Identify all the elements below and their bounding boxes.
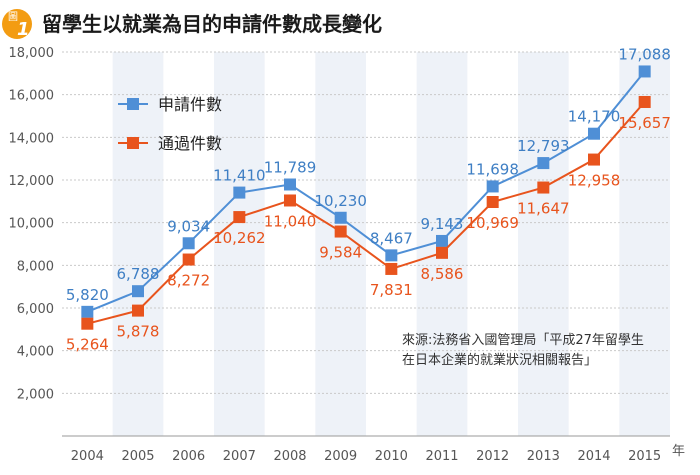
y-tick-label: 10,000 [9,217,55,232]
column-stripe [112,52,164,436]
data-label-approved: 15,657 [618,114,671,132]
column-stripe [214,52,265,436]
x-tick-label: 2005 [121,449,154,464]
y-tick-label: 12,000 [9,174,55,189]
figure-badge [2,9,32,39]
data-label-approved: 11,040 [264,212,317,230]
x-tick-label: 2013 [527,449,560,464]
data-label-applications: 14,170 [568,108,621,126]
series-line-applications [86,70,646,313]
data-label-approved: 11,647 [517,200,570,218]
source-line-1: 來源:法務省入國管理局「平成27年留學生 [402,333,644,348]
x-tick-label: 2004 [71,449,104,464]
gridlines [62,51,670,394]
x-tick-label: 2015 [628,449,661,464]
marker-applications [588,127,600,140]
series-lines [81,65,651,330]
y-tick-label: 14,000 [9,131,55,146]
marker-approved [233,211,246,224]
marker-approved [638,95,651,108]
data-label-approved: 10,262 [213,229,266,247]
x-tick-label: 2014 [577,449,610,464]
data-label-applications: 12,793 [517,137,570,155]
y-tick-label: 8,000 [17,259,54,274]
data-label-approved: 8,272 [167,272,210,290]
data-label-applications: 8,467 [370,229,413,247]
data-label-approved: 10,969 [466,214,519,232]
x-tick-label: 2007 [223,449,256,464]
data-label-applications: 5,820 [66,286,109,304]
marker-approved [284,194,296,207]
marker-applications [284,178,296,191]
x-axis-unit: 年 [672,444,685,459]
x-tick-label: 2008 [273,449,306,464]
marker-approved [334,225,347,238]
y-tick-label: 6,000 [17,302,54,317]
x-tick-label: 2006 [172,449,205,464]
marker-applications [537,157,550,170]
data-label-applications: 11,698 [466,160,519,178]
legend-marker-applications [127,98,139,110]
data-label-applications: 11,789 [264,159,317,177]
x-tick-label: 2012 [476,449,509,464]
source-line-2: 在日本企業的就業狀況相關報告」 [402,352,597,368]
data-label-applications: 9,034 [167,217,210,235]
marker-applications [233,186,246,199]
marker-approved [588,153,600,166]
figure-badge-char: 圖 [8,11,18,23]
data-label-applications: 10,230 [314,192,367,210]
marker-applications [132,285,144,298]
marker-applications [385,249,398,262]
data-label-approved: 5,264 [66,336,109,354]
marker-applications [436,234,448,247]
marker-applications [486,180,499,193]
marker-approved [537,181,550,194]
data-label-approved: 9,584 [319,244,362,262]
marker-approved [436,246,448,259]
marker-approved [486,195,499,208]
data-label-applications: 6,788 [117,265,160,283]
source-note: 來源:法務省入國管理局「平成27年留學生 在日本企業的就業狀況相關報告」 [402,333,644,368]
y-tick-label: 2,000 [17,387,54,402]
y-tick-label: 16,000 [9,89,55,104]
data-label-approved: 7,831 [370,281,413,299]
marker-applications [638,65,651,78]
column-stripe [619,52,670,436]
marker-applications [81,305,94,318]
legend-label-approved: 通過件數 [158,134,222,153]
x-axis-ticks: 2004 2005 2006 2007 2008 2009 2010 2011 2012 2013… [71,449,661,464]
marker-approved [81,317,94,330]
data-label-approved: 12,958 [568,172,621,190]
data-label-applications: 11,410 [213,167,266,185]
legend-label-applications: 申請件數 [158,95,222,114]
figure-badge-number: 1 [17,19,30,40]
marker-approved [182,253,195,266]
marker-approved [385,262,398,275]
column-stripe [518,52,569,436]
x-tick-label: 2010 [375,449,408,464]
data-label-approved: 5,878 [117,323,160,341]
marker-approved [132,304,144,317]
x-tick-label: 2009 [324,449,357,464]
data-label-applications: 9,143 [421,215,464,233]
y-axis-ticks: 2,000 4,000 6,000 8,000 10,000 12,000 14,000 16… [9,46,55,402]
legend: 申請件數 通過件數 [118,95,222,153]
series-line-approved [87,101,646,325]
data-label-applications: 17,088 [618,45,671,63]
y-tick-label: 18,000 [9,46,55,61]
y-tick-label: 4,000 [17,345,54,360]
x-tick-label: 2011 [425,449,458,464]
chart-header: 圖 1 留學生以就業為目的申請件數成長變化 [2,9,382,40]
marker-applications [182,237,195,250]
chart-title: 留學生以就業為目的申請件數成長變化 [42,12,382,36]
legend-marker-approved [127,137,139,149]
marker-applications [334,211,347,224]
data-label-approved: 8,586 [421,265,464,283]
